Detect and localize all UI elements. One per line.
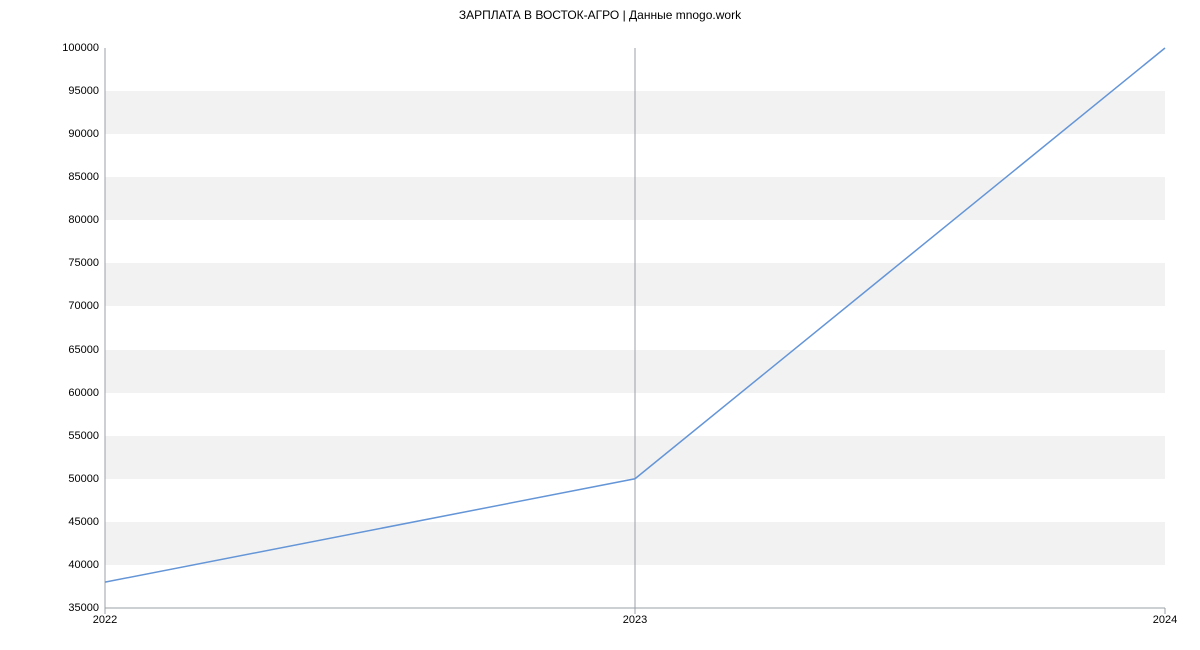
- y-tick-label: 40000: [68, 559, 105, 571]
- chart-svg: [105, 48, 1165, 608]
- salary-line-chart: ЗАРПЛАТА В ВОСТОК-АГРО | Данные mnogo.wo…: [0, 0, 1200, 650]
- chart-title: ЗАРПЛАТА В ВОСТОК-АГРО | Данные mnogo.wo…: [0, 8, 1200, 22]
- y-tick-label: 70000: [68, 300, 105, 312]
- y-tick-label: 90000: [68, 128, 105, 140]
- y-tick-label: 100000: [62, 42, 105, 54]
- y-tick-label: 95000: [68, 85, 105, 97]
- y-tick-label: 65000: [68, 344, 105, 356]
- y-tick-label: 60000: [68, 387, 105, 399]
- y-tick-label: 85000: [68, 171, 105, 183]
- y-tick-label: 50000: [68, 473, 105, 485]
- plot-area: 3500040000450005000055000600006500070000…: [105, 48, 1165, 608]
- y-tick-label: 45000: [68, 516, 105, 528]
- y-tick-label: 75000: [68, 257, 105, 269]
- y-tick-label: 55000: [68, 430, 105, 442]
- y-tick-label: 80000: [68, 214, 105, 226]
